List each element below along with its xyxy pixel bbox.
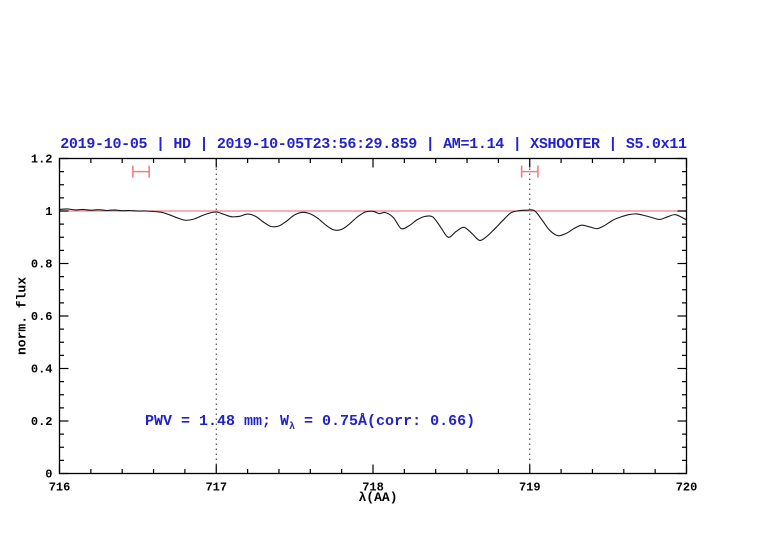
annotation-lambda-subscript: λ <box>289 422 296 433</box>
x-tick-label: 720 <box>676 481 698 495</box>
y-tick-label: 0.6 <box>31 310 53 324</box>
plot-title: 2019-10-05 | HD | 2019-10-05T23:56:29.85… <box>60 136 687 153</box>
spectrum-line <box>59 208 687 241</box>
window-marker <box>520 165 539 178</box>
window-marker <box>132 165 150 178</box>
x-axis-label: λ(AA) <box>358 490 398 505</box>
y-tick-label: 1.2 <box>31 153 53 167</box>
x-tick-label: 716 <box>49 481 71 495</box>
y-tick-label: 0.2 <box>31 415 53 429</box>
y-tick-label: 0.8 <box>31 258 53 272</box>
x-tick-label: 717 <box>205 481 227 495</box>
y-tick-label: 0.4 <box>31 363 53 377</box>
annotation-text-pre: PWV = 1.48 mm; W <box>145 413 290 430</box>
pwv-annotation: PWV = 1.48 mm; Wλ = 0.75Å(corr: 0.66) <box>145 413 475 433</box>
y-tick-label: 1 <box>45 205 52 219</box>
x-tick-label: 719 <box>519 481 541 495</box>
x-tick-label: 718 <box>362 481 384 495</box>
y-tick-label: 0 <box>45 468 52 482</box>
annotation-text-post: = 0.75Å(corr: 0.66) <box>295 413 476 430</box>
